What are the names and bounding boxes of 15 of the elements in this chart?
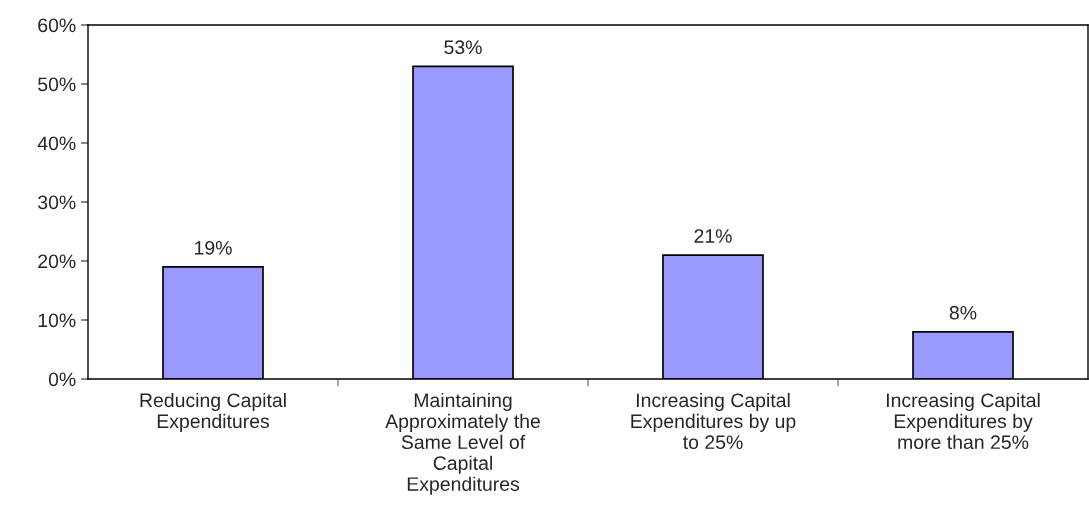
y-tick-label: 50% xyxy=(38,77,76,92)
data-label: 21% xyxy=(694,229,732,243)
x-tick-label: Increasing Capital Expenditures by more than 25% xyxy=(886,392,1040,450)
x-tick-label: Increasing Capital Expenditures by up to 25% xyxy=(631,392,796,450)
y-tick-label: 60% xyxy=(38,18,76,33)
data-label: 19% xyxy=(195,240,232,255)
y-tick-label: 40% xyxy=(37,136,76,151)
y-tick-label: 10% xyxy=(38,313,76,328)
x-tick-label: Reducing Capital Expenditures xyxy=(140,392,286,432)
y-tick-label: 0% xyxy=(48,372,76,387)
data-label: 8% xyxy=(949,305,977,320)
data-label: 53% xyxy=(444,40,482,55)
y-tick-label: 30% xyxy=(38,195,76,210)
y-tick-label: 20% xyxy=(38,254,76,269)
x-tick-label: Maintaining Approximately the Same Level of Capital Expenditures xyxy=(385,392,540,495)
